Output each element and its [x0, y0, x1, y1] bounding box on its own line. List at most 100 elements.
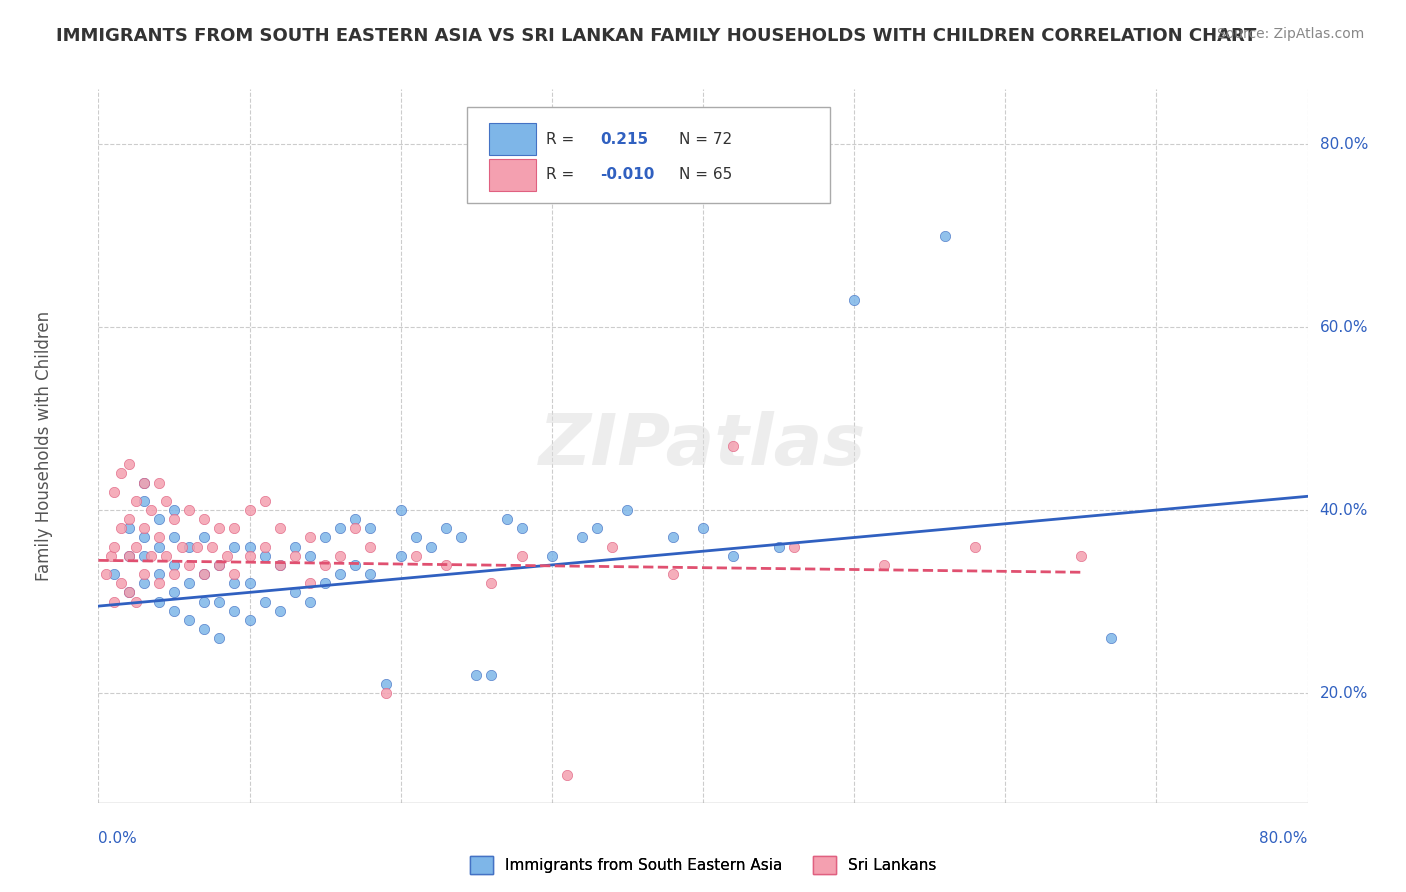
Point: [132, 475, 155, 490]
FancyBboxPatch shape: [489, 159, 536, 191]
Point: [125, 540, 148, 554]
Point: [110, 467, 132, 481]
Point: [314, 576, 336, 591]
Point: [94, 567, 117, 582]
Text: 80.0%: 80.0%: [1260, 831, 1308, 847]
Point: [465, 667, 488, 681]
Point: [148, 531, 170, 545]
Point: [284, 540, 307, 554]
Point: [450, 531, 472, 545]
Point: [224, 521, 246, 535]
Point: [148, 540, 170, 554]
Point: [344, 558, 367, 572]
Point: [768, 540, 790, 554]
Point: [118, 585, 141, 599]
Point: [148, 567, 170, 582]
Point: [405, 531, 427, 545]
Point: [329, 567, 352, 582]
Text: 80.0%: 80.0%: [1320, 136, 1368, 152]
Point: [125, 494, 148, 508]
Point: [208, 558, 231, 572]
Point: [253, 594, 276, 608]
Point: [284, 585, 307, 599]
Point: [360, 521, 382, 535]
Point: [374, 677, 396, 691]
Point: [118, 458, 141, 472]
Point: [314, 558, 336, 572]
Text: N = 72: N = 72: [679, 132, 733, 146]
Point: [420, 540, 443, 554]
Point: [344, 521, 367, 535]
Point: [110, 576, 132, 591]
Point: [1099, 631, 1122, 645]
Point: [389, 503, 412, 517]
Point: [193, 622, 215, 636]
Point: [163, 531, 186, 545]
Point: [163, 585, 186, 599]
Text: 0.215: 0.215: [600, 132, 648, 146]
Point: [253, 549, 276, 563]
Text: ZIPatlas: ZIPatlas: [540, 411, 866, 481]
Point: [224, 604, 246, 618]
Point: [118, 549, 141, 563]
Point: [193, 567, 215, 582]
Point: [163, 503, 186, 517]
Text: 40.0%: 40.0%: [1320, 502, 1368, 517]
Text: Family Households with Children: Family Households with Children: [35, 311, 53, 581]
Point: [224, 576, 246, 591]
Point: [118, 585, 141, 599]
Point: [148, 576, 170, 591]
FancyBboxPatch shape: [489, 123, 536, 155]
Point: [148, 512, 170, 526]
Point: [299, 549, 322, 563]
Point: [873, 558, 896, 572]
Point: [284, 549, 307, 563]
Point: [100, 549, 122, 563]
Point: [602, 540, 624, 554]
Point: [193, 594, 215, 608]
Point: [329, 521, 352, 535]
Point: [132, 576, 155, 591]
Point: [224, 567, 246, 582]
Text: R =: R =: [546, 132, 574, 146]
Point: [269, 558, 291, 572]
Point: [586, 521, 609, 535]
Point: [179, 613, 201, 627]
Point: [118, 512, 141, 526]
Point: [239, 549, 262, 563]
Point: [269, 604, 291, 618]
Point: [661, 567, 683, 582]
Point: [510, 549, 533, 563]
Text: 20.0%: 20.0%: [1320, 686, 1368, 700]
Point: [179, 576, 201, 591]
Point: [132, 521, 155, 535]
Point: [540, 549, 562, 563]
Point: [132, 567, 155, 582]
Text: R =: R =: [546, 168, 574, 182]
Point: [193, 567, 215, 582]
Point: [148, 594, 170, 608]
Point: [155, 494, 177, 508]
Point: [299, 594, 322, 608]
Point: [103, 484, 125, 499]
Point: [253, 494, 276, 508]
FancyBboxPatch shape: [467, 107, 830, 203]
Point: [215, 549, 238, 563]
Point: [208, 631, 231, 645]
Point: [434, 558, 457, 572]
Text: N = 65: N = 65: [679, 168, 733, 182]
Point: [389, 549, 412, 563]
Point: [132, 549, 155, 563]
Point: [179, 503, 201, 517]
Text: Source: ZipAtlas.com: Source: ZipAtlas.com: [1216, 27, 1364, 41]
Point: [118, 549, 141, 563]
Point: [965, 540, 987, 554]
Point: [510, 521, 533, 535]
Point: [179, 558, 201, 572]
Point: [723, 549, 745, 563]
Point: [555, 768, 578, 782]
Point: [934, 228, 956, 243]
Point: [616, 503, 638, 517]
Point: [844, 293, 866, 307]
Point: [783, 540, 806, 554]
